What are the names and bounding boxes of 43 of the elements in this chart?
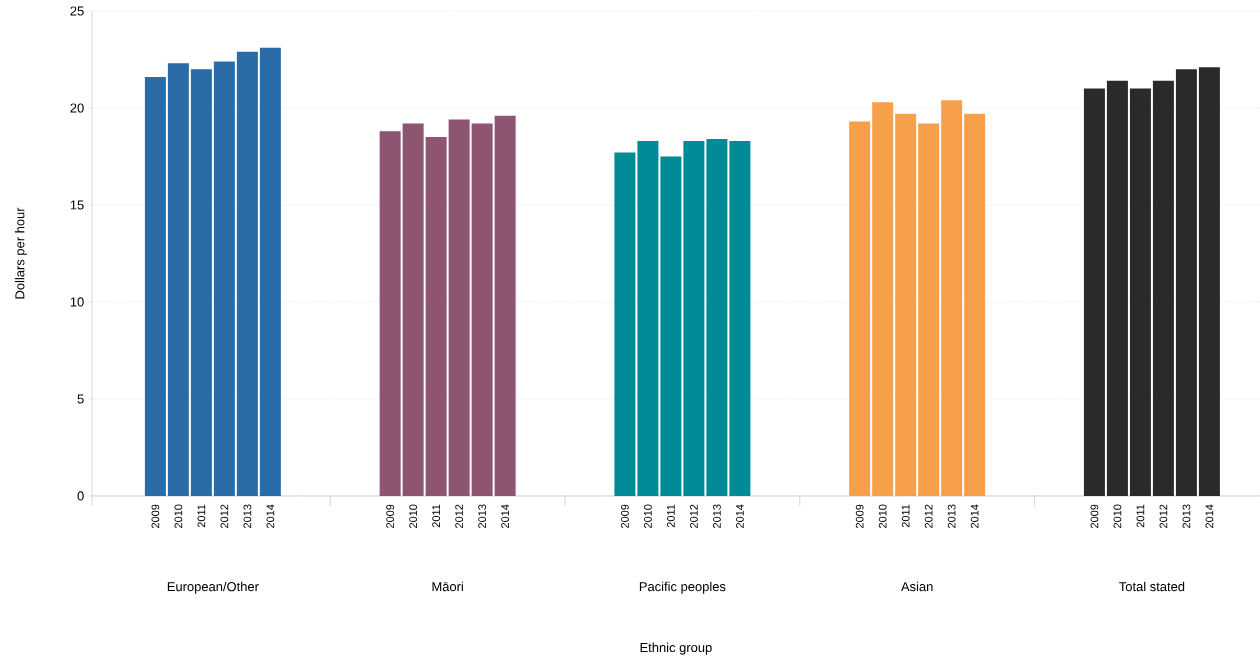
y-tick-label: 0	[77, 491, 84, 501]
x-tick-label: Asian	[900, 581, 933, 592]
text: 2011	[667, 504, 675, 528]
x-tick-label: European/Other	[167, 581, 259, 594]
y-tick-label: 20	[70, 103, 84, 113]
text: 2012	[455, 504, 464, 528]
text: 2010	[1113, 504, 1122, 528]
y-tick-label: 5	[77, 394, 84, 404]
text: 2012	[924, 504, 933, 528]
x-tick-label: Pacific peoples	[639, 581, 726, 594]
text: 2013	[243, 504, 252, 528]
text: 2013	[713, 504, 721, 528]
text: 2013	[478, 504, 487, 528]
y-tick-label: 10	[70, 297, 84, 307]
text: 2009	[621, 504, 629, 528]
text: 2011	[901, 504, 910, 528]
text: 2014	[736, 504, 744, 528]
text: 2012	[690, 504, 698, 528]
text: 2010	[878, 504, 887, 528]
text: 2011	[1136, 504, 1145, 528]
text: 2011	[432, 504, 441, 528]
y-tick-label: 25	[70, 6, 84, 16]
text: 2012	[1159, 504, 1168, 528]
text: 2014	[266, 504, 275, 528]
text: 2014	[1205, 504, 1214, 528]
text: 2013	[1182, 504, 1191, 528]
text: 2009	[151, 504, 160, 528]
text: 2013	[947, 504, 956, 528]
x-tick-label: Total stated	[1119, 581, 1185, 592]
text: 2014	[501, 504, 510, 528]
text: 2010	[409, 504, 418, 528]
text: 2009	[1090, 504, 1099, 528]
x-axis-title: Ethnic group	[640, 642, 712, 655]
text: 2012	[220, 504, 229, 528]
x-tick-label: Māori	[432, 581, 463, 592]
text: 2014	[970, 504, 979, 528]
y-axis-title: Dollars per hour	[14, 207, 27, 299]
text: 2010	[644, 504, 652, 528]
y-tick-label: 15	[70, 200, 84, 210]
text: 2009	[386, 504, 395, 528]
text: 2011	[197, 504, 206, 528]
text: 2010	[174, 504, 183, 528]
text: 2009	[855, 504, 864, 528]
